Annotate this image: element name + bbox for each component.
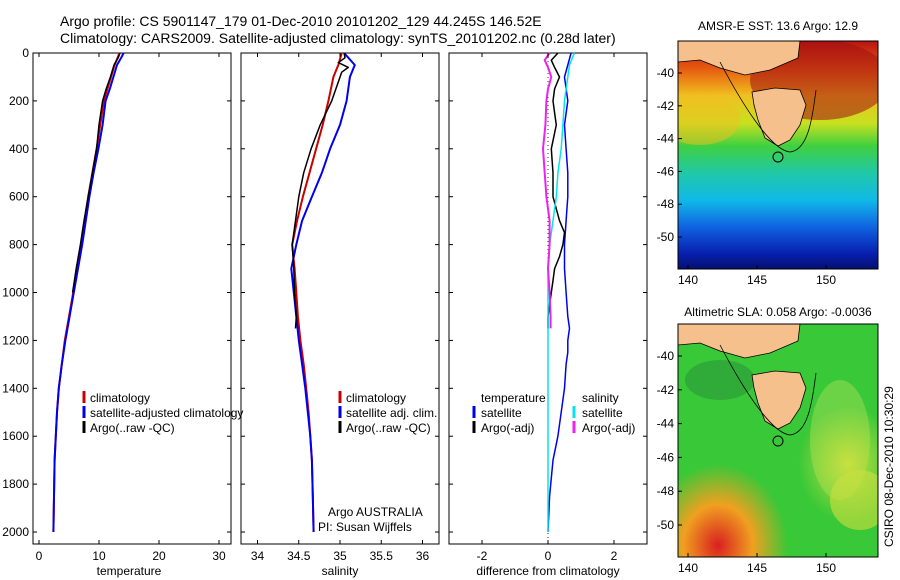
map-lat-label: -40: [657, 349, 675, 363]
legend-temp-satellite: satellite: [481, 406, 522, 420]
argo-float-marker: [772, 435, 784, 447]
x-tick-label: -2: [477, 549, 488, 563]
x-tick-label: 2: [611, 549, 618, 563]
sla-yellow-patch: [678, 324, 878, 557]
figure-title-line2: Climatology: CARS2009. Satellite-adjuste…: [60, 30, 616, 46]
series-line-satellite-adj-clim-: [290, 52, 356, 533]
temperature-xlabel: temperature: [97, 564, 162, 578]
depth-tick-label: 1800: [2, 477, 29, 491]
figure-title-line1: Argo profile: CS 5901147_179 01-Dec-2010…: [60, 13, 542, 29]
map-lat-label: -42: [657, 383, 675, 397]
depth-tick-label: 1000: [2, 286, 29, 300]
x-tick-label: 34: [251, 549, 265, 563]
temperature-legend: climatology satellite-adjusted climatolo…: [82, 391, 243, 435]
map-lat-label: -48: [657, 484, 675, 498]
sla-map-frame: [677, 323, 879, 558]
temperature-legend-climatology: climatology: [90, 391, 150, 405]
salinity-legend-satellite: satellite adj. clim.: [346, 406, 437, 420]
map-lon-label: 145: [747, 273, 767, 287]
map-lat-label: -44: [657, 132, 675, 146]
shelf-contour: [719, 344, 817, 436]
argo-australia-note: Argo AUSTRALIA: [328, 505, 423, 519]
tasmania: [751, 370, 807, 430]
x-tick-label: 35: [333, 549, 347, 563]
series-line-climatology: [52, 52, 121, 533]
map-lat-label: -46: [657, 450, 675, 464]
argo-float-marker: [772, 151, 784, 163]
temperature-legend-satellite: satellite-adjusted climatology: [90, 406, 243, 420]
legend-sal-argo: Argo(-adj): [582, 421, 635, 435]
series-line-temperature-satellite: [547, 52, 572, 533]
map-lat-label: -50: [657, 518, 675, 532]
series-line-satellite-adjusted-climatology: [52, 52, 125, 533]
tasmania: [751, 87, 807, 147]
sst-map: AMSR-E SST: 13.6 Argo: 12.9 -40 -42 -44 -46…: [657, 19, 879, 287]
salinity-xlabel: salinity: [322, 564, 359, 578]
series-line-argo-raw-qc-: [291, 52, 350, 329]
depth-tick-label: 400: [9, 142, 29, 156]
depth-tick-label: 200: [9, 94, 29, 108]
salinity-panel: 34 34.5 35 35.5 36 salinity climatology sate…: [240, 52, 440, 578]
difference-panel: -2 0 2 difference from climatology tempera…: [448, 52, 648, 578]
map-lat-label: -50: [657, 230, 675, 244]
map-lat-label: -42: [657, 99, 675, 113]
legend-header-temperature: temperature: [481, 391, 546, 405]
x-tick-label: 20: [152, 549, 166, 563]
salinity-legend-climatology: climatology: [346, 391, 406, 405]
temperature-legend-argo: Argo(..raw -QC): [90, 421, 175, 435]
salinity-legend: climatology satellite adj. clim. Argo(..…: [338, 391, 437, 435]
x-tick-label: 10: [92, 549, 106, 563]
sst-map-title: AMSR-E SST: 13.6 Argo: 12.9: [698, 19, 858, 33]
x-tick-label: 36: [416, 549, 430, 563]
map-lon-label: 145: [747, 561, 767, 575]
map-lat-label: -48: [657, 197, 675, 211]
series-line-climatology: [291, 52, 343, 533]
pi-note: PI: Susan Wijffels: [318, 520, 412, 534]
x-tick-label: 34.5: [287, 549, 311, 563]
x-tick-label: 30: [212, 549, 226, 563]
legend-temp-argo: Argo(-adj): [481, 421, 534, 435]
depth-tick-label: 600: [9, 190, 29, 204]
timestamp-side-label: CSIRO 08-Dec-2010 10:30:29: [882, 386, 896, 547]
map-lat-label: -40: [657, 66, 675, 80]
mainland-australia: [678, 324, 801, 359]
series-line-salinity-argo-adj-: [542, 52, 553, 329]
depth-tick-label: 0: [22, 46, 29, 60]
legend-sal-satellite: satellite: [582, 406, 623, 420]
depth-tick-label: 1400: [2, 381, 29, 395]
map-lon-label: 150: [816, 561, 836, 575]
depth-tick-label: 2000: [2, 525, 29, 539]
depth-tick-label: 800: [9, 238, 29, 252]
x-tick-label: 35.5: [370, 549, 394, 563]
map-lat-label: -44: [657, 417, 675, 431]
difference-legend: temperature satellite Argo(-adj) salinit…: [472, 391, 635, 435]
map-lat-label: -46: [657, 164, 675, 178]
series-line-temperature-argo-adj-: [547, 52, 566, 329]
temperature-panel: 0 200 400 600 800 1000 1200 1400 1600 1800 2000 0 1…: [2, 46, 243, 578]
map-lon-label: 140: [678, 273, 698, 287]
sst-mid-patch: [678, 95, 740, 145]
sst-map-frame: [677, 40, 879, 270]
depth-tick-label: 1600: [2, 429, 29, 443]
temperature-axes-frame: [32, 52, 232, 545]
sla-map: Altimetric SLA: 0.058 Argo: -0.0036 -40 -…: [657, 305, 879, 575]
salinity-legend-argo: Argo(..raw -QC): [346, 421, 431, 435]
map-lon-label: 150: [816, 273, 836, 287]
legend-header-salinity: salinity: [582, 391, 619, 405]
series-line-argo-raw-qc-: [71, 52, 121, 293]
x-tick-label: 0: [545, 549, 552, 563]
mainland-australia: [678, 41, 801, 76]
x-tick-label: 0: [36, 549, 43, 563]
sla-map-title: Altimetric SLA: 0.058 Argo: -0.0036: [684, 305, 872, 319]
map-lon-label: 140: [678, 561, 698, 575]
depth-tick-label: 1200: [2, 333, 29, 347]
difference-xlabel: difference from climatology: [476, 564, 619, 578]
shelf-contour: [719, 61, 817, 153]
